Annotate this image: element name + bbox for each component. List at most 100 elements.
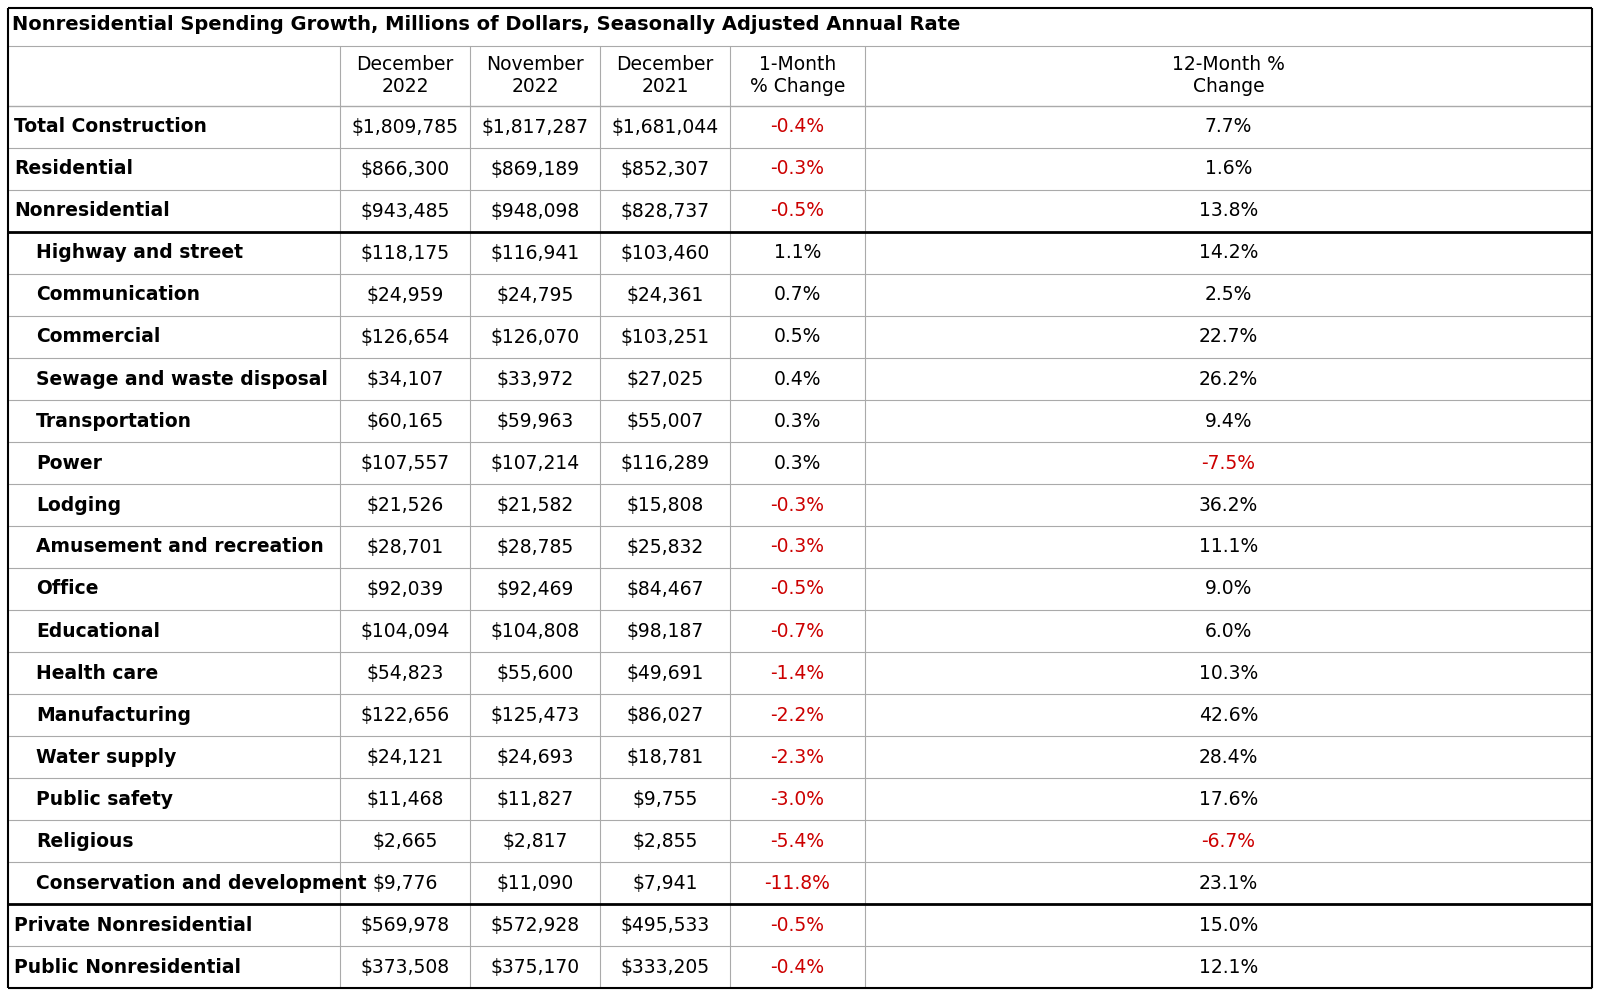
Text: -2.2%: -2.2%: [771, 705, 824, 724]
Text: -2.3%: -2.3%: [771, 748, 824, 767]
Text: 0.3%: 0.3%: [774, 453, 821, 472]
Text: $18,781: $18,781: [626, 748, 704, 767]
Text: -0.7%: -0.7%: [771, 622, 824, 640]
Text: $11,468: $11,468: [366, 790, 443, 809]
Text: $852,307: $852,307: [621, 159, 709, 178]
Text: $9,776: $9,776: [373, 873, 438, 892]
Text: Total Construction: Total Construction: [14, 118, 206, 136]
Text: Communication: Communication: [35, 286, 200, 305]
Text: $15,808: $15,808: [626, 495, 704, 515]
Text: 23.1%: 23.1%: [1198, 873, 1258, 892]
Text: $1,681,044: $1,681,044: [611, 118, 718, 136]
Text: $569,978: $569,978: [360, 915, 450, 934]
Text: -0.3%: -0.3%: [771, 159, 824, 178]
Text: 0.7%: 0.7%: [774, 286, 821, 305]
Text: Public safety: Public safety: [35, 790, 173, 809]
Text: -0.3%: -0.3%: [771, 538, 824, 557]
Text: 28.4%: 28.4%: [1198, 748, 1258, 767]
Text: Office: Office: [35, 580, 99, 599]
Text: $21,526: $21,526: [366, 495, 443, 515]
Text: 0.3%: 0.3%: [774, 411, 821, 430]
Text: $9,755: $9,755: [632, 790, 698, 809]
Text: $104,094: $104,094: [360, 622, 450, 640]
Text: Religious: Religious: [35, 832, 133, 851]
Text: Residential: Residential: [14, 159, 133, 178]
Text: $103,460: $103,460: [621, 243, 710, 263]
Text: Amusement and recreation: Amusement and recreation: [35, 538, 323, 557]
Text: $116,941: $116,941: [490, 243, 579, 263]
Text: $11,090: $11,090: [496, 873, 574, 892]
Text: -6.7%: -6.7%: [1202, 832, 1256, 851]
Text: $84,467: $84,467: [626, 580, 704, 599]
Text: 1.6%: 1.6%: [1205, 159, 1253, 178]
Text: 0.4%: 0.4%: [774, 370, 821, 388]
Text: 1.1%: 1.1%: [774, 243, 821, 263]
Text: $59,963: $59,963: [496, 411, 574, 430]
Text: -0.3%: -0.3%: [771, 495, 824, 515]
Text: Nonresidential Spending Growth, Millions of Dollars, Seasonally Adjusted Annual : Nonresidential Spending Growth, Millions…: [13, 16, 960, 35]
Text: $55,600: $55,600: [496, 663, 574, 682]
Text: -1.4%: -1.4%: [771, 663, 824, 682]
Text: Manufacturing: Manufacturing: [35, 705, 190, 724]
Text: -0.4%: -0.4%: [771, 118, 824, 136]
Text: $2,855: $2,855: [632, 832, 698, 851]
Text: 13.8%: 13.8%: [1198, 201, 1258, 220]
Text: December
2021: December 2021: [616, 56, 714, 97]
Text: $103,251: $103,251: [621, 328, 709, 347]
Text: 22.7%: 22.7%: [1198, 328, 1258, 347]
Text: 2.5%: 2.5%: [1205, 286, 1253, 305]
Text: -0.5%: -0.5%: [771, 580, 824, 599]
Text: $107,214: $107,214: [490, 453, 579, 472]
Text: $86,027: $86,027: [626, 705, 704, 724]
Text: $2,665: $2,665: [373, 832, 438, 851]
Text: $34,107: $34,107: [366, 370, 443, 388]
Text: $55,007: $55,007: [626, 411, 704, 430]
Text: Power: Power: [35, 453, 102, 472]
Text: $375,170: $375,170: [491, 957, 579, 976]
Text: $122,656: $122,656: [360, 705, 450, 724]
Text: $866,300: $866,300: [360, 159, 450, 178]
Text: Public Nonresidential: Public Nonresidential: [14, 957, 242, 976]
Text: 9.4%: 9.4%: [1205, 411, 1253, 430]
Text: 10.3%: 10.3%: [1198, 663, 1258, 682]
Text: $126,654: $126,654: [360, 328, 450, 347]
Text: 17.6%: 17.6%: [1198, 790, 1258, 809]
Text: $572,928: $572,928: [491, 915, 579, 934]
Text: $943,485: $943,485: [360, 201, 450, 220]
Text: -3.0%: -3.0%: [771, 790, 824, 809]
Text: Water supply: Water supply: [35, 748, 176, 767]
Text: $98,187: $98,187: [626, 622, 704, 640]
Text: -0.5%: -0.5%: [771, 201, 824, 220]
Text: -11.8%: -11.8%: [765, 873, 830, 892]
Text: Health care: Health care: [35, 663, 158, 682]
Text: 14.2%: 14.2%: [1198, 243, 1258, 263]
Text: $373,508: $373,508: [360, 957, 450, 976]
Text: $828,737: $828,737: [621, 201, 709, 220]
Text: December
2022: December 2022: [357, 56, 454, 97]
Text: $25,832: $25,832: [626, 538, 704, 557]
Text: -0.5%: -0.5%: [771, 915, 824, 934]
Text: 1-Month
% Change: 1-Month % Change: [750, 56, 845, 97]
Text: 12.1%: 12.1%: [1198, 957, 1258, 976]
Text: $33,972: $33,972: [496, 370, 574, 388]
Text: $118,175: $118,175: [360, 243, 450, 263]
Text: $125,473: $125,473: [490, 705, 579, 724]
Text: $49,691: $49,691: [626, 663, 704, 682]
Text: Private Nonresidential: Private Nonresidential: [14, 915, 253, 934]
Text: Highway and street: Highway and street: [35, 243, 243, 263]
Text: 42.6%: 42.6%: [1198, 705, 1258, 724]
Text: $24,959: $24,959: [366, 286, 443, 305]
Text: $92,039: $92,039: [366, 580, 443, 599]
Text: $27,025: $27,025: [626, 370, 704, 388]
Text: $126,070: $126,070: [491, 328, 579, 347]
Text: $11,827: $11,827: [496, 790, 574, 809]
Text: $24,693: $24,693: [496, 748, 574, 767]
Text: $869,189: $869,189: [491, 159, 579, 178]
Text: November
2022: November 2022: [486, 56, 584, 97]
Text: $495,533: $495,533: [621, 915, 710, 934]
Text: $28,701: $28,701: [366, 538, 443, 557]
Text: -5.4%: -5.4%: [771, 832, 824, 851]
Text: 15.0%: 15.0%: [1198, 915, 1258, 934]
Text: $333,205: $333,205: [621, 957, 709, 976]
Text: Lodging: Lodging: [35, 495, 122, 515]
